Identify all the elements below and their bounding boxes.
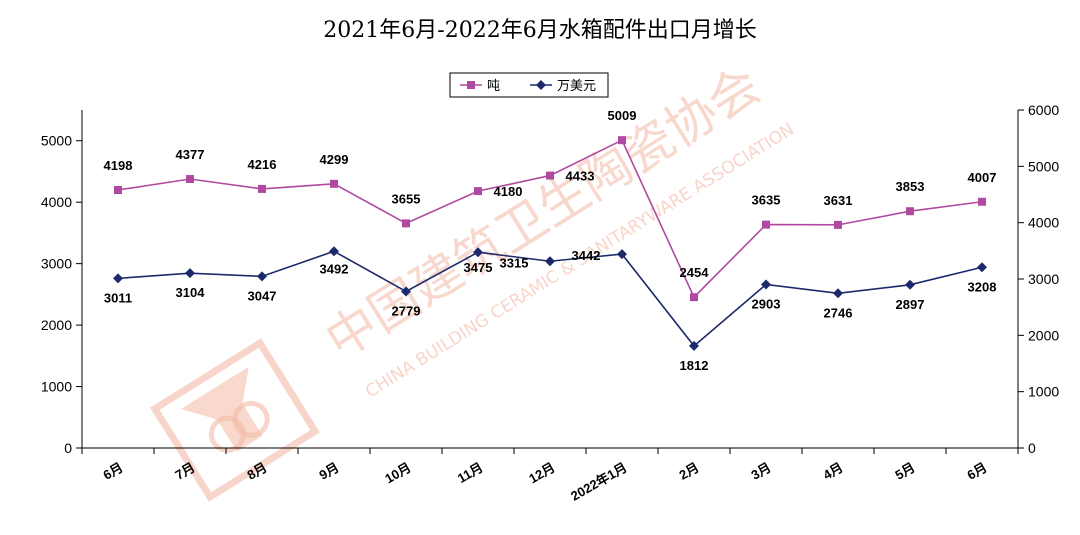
data-label: 3011 <box>104 290 132 305</box>
series-point <box>689 340 699 351</box>
left-tick-label: 4000 <box>41 194 72 210</box>
data-label: 3635 <box>752 193 781 208</box>
data-label: 3655 <box>392 191 421 206</box>
series-point <box>114 186 122 195</box>
right-tick-label: 5000 <box>1028 158 1059 174</box>
data-label: 3631 <box>824 193 853 208</box>
right-tick-label: 1000 <box>1028 384 1059 400</box>
data-label: 3442 <box>572 248 601 263</box>
x-tick-label: 10月 <box>382 460 413 487</box>
right-tick-label: 4000 <box>1028 215 1059 231</box>
series-point <box>906 207 914 216</box>
left-tick-label: 2000 <box>41 317 72 333</box>
series-point <box>545 256 555 267</box>
series-point <box>474 187 482 196</box>
data-label: 3475 <box>464 260 493 275</box>
x-tick-label: 9月 <box>316 460 341 483</box>
series-point <box>905 279 915 290</box>
right-tick-label: 0 <box>1028 440 1036 456</box>
series-point <box>978 197 986 206</box>
x-tick-label: 12月 <box>526 460 557 487</box>
data-label: 3492 <box>320 261 349 276</box>
left-tick-label: 1000 <box>41 379 72 395</box>
x-tick-label: 2022年1月 <box>568 460 629 504</box>
right-tick-label: 3000 <box>1028 271 1059 287</box>
data-label: 3315 <box>500 255 529 270</box>
series-point <box>977 262 987 273</box>
series-layer <box>113 136 987 351</box>
legend-marker <box>536 80 546 90</box>
series-point <box>113 273 123 284</box>
series-point <box>329 246 339 257</box>
legend-marker <box>467 81 475 89</box>
data-label: 2779 <box>392 303 421 318</box>
left-axis-ticks: 0 1000 2000 3000 4000 5000 <box>41 133 82 456</box>
x-axis-ticks: 6月 7月 8月 9月 10月 11月 12月 2022年1月 2月 3月 4月 5月 6月 <box>81 448 1019 504</box>
data-label: 2897 <box>896 297 925 312</box>
series-point <box>690 293 698 302</box>
x-tick-label: 4月 <box>820 460 845 483</box>
x-tick-label: 5月 <box>892 460 917 483</box>
series-point <box>257 271 267 282</box>
data-label: 4299 <box>320 152 349 167</box>
series-point <box>618 136 626 145</box>
x-tick-label: 6月 <box>100 460 125 483</box>
chart-title: 2021年6月-2022年6月水箱配件出口月增长 <box>323 18 757 43</box>
data-label: 1812 <box>680 358 709 373</box>
x-tick-label: 2月 <box>676 460 701 483</box>
left-tick-label: 3000 <box>41 256 72 272</box>
series-point <box>330 179 338 188</box>
data-label: 3208 <box>968 279 997 294</box>
data-label: 2746 <box>824 305 853 320</box>
series-point <box>402 219 410 228</box>
series-point <box>833 288 843 299</box>
series-point <box>617 249 627 260</box>
data-label: 2903 <box>752 296 781 311</box>
x-tick-label: 7月 <box>172 460 197 483</box>
series-point <box>834 220 842 229</box>
data-label: 5009 <box>608 108 637 123</box>
data-labels: 4198 4377 4216 4299 3655 4180 4433 5009 2454 3635… <box>104 108 997 373</box>
series-point <box>258 184 266 193</box>
series-point <box>473 247 483 258</box>
data-label: 4007 <box>968 170 997 185</box>
watermark-cn-text: 中国建筑卫生陶瓷协会 <box>316 56 771 370</box>
data-label: 3853 <box>896 179 925 194</box>
legend: 吨 万美元 <box>449 72 609 98</box>
right-axis-ticks: 0 1000 2000 3000 4000 5000 6000 <box>1018 102 1059 456</box>
series-point <box>185 268 195 279</box>
series-point <box>401 286 411 297</box>
right-tick-label: 6000 <box>1028 102 1059 118</box>
watermark-logo <box>150 338 320 502</box>
left-tick-label: 0 <box>64 440 72 456</box>
data-label: 4433 <box>566 169 595 184</box>
data-label: 4180 <box>494 184 523 199</box>
right-tick-label: 2000 <box>1028 327 1059 343</box>
x-tick-label: 3月 <box>748 460 773 483</box>
series-point <box>186 175 194 184</box>
x-tick-label: 6月 <box>964 460 989 483</box>
series-point <box>761 279 771 290</box>
series-point <box>546 171 554 180</box>
data-label: 4198 <box>104 158 133 173</box>
left-tick-label: 5000 <box>41 133 72 149</box>
x-tick-label: 11月 <box>455 460 486 486</box>
data-label: 3104 <box>176 285 206 300</box>
data-label: 2454 <box>680 265 710 280</box>
legend-label: 吨 <box>487 79 500 94</box>
data-label: 3047 <box>248 288 277 303</box>
legend-label: 万美元 <box>557 79 596 94</box>
series-point <box>762 220 770 229</box>
data-label: 4377 <box>176 147 205 162</box>
data-label: 4216 <box>248 157 277 172</box>
